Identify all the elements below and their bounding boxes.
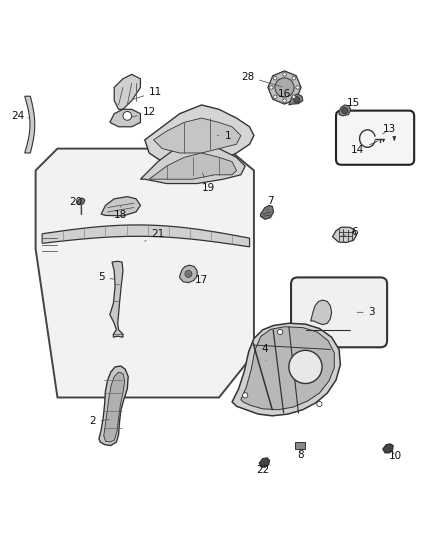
Text: 24: 24 [11,111,28,121]
Text: 8: 8 [297,450,304,460]
Circle shape [283,72,286,76]
Circle shape [278,329,283,335]
Text: 22: 22 [256,465,269,475]
Circle shape [292,76,296,80]
Text: 19: 19 [201,173,215,193]
Polygon shape [114,75,141,109]
Text: 11: 11 [132,87,162,100]
Text: 15: 15 [345,98,360,111]
Polygon shape [259,458,270,467]
Circle shape [292,95,296,99]
Text: 28: 28 [241,71,282,87]
Polygon shape [110,109,141,127]
Text: 4: 4 [261,344,268,360]
Polygon shape [104,372,125,442]
Polygon shape [383,444,393,453]
Text: 10: 10 [389,451,403,462]
Circle shape [185,270,192,277]
Polygon shape [241,327,334,410]
Polygon shape [42,225,250,247]
Circle shape [243,393,248,398]
FancyBboxPatch shape [291,277,387,348]
Circle shape [283,99,286,102]
Circle shape [293,96,300,103]
Text: 16: 16 [278,89,297,100]
Polygon shape [261,205,274,220]
Text: 17: 17 [188,274,208,285]
Text: 6: 6 [342,228,358,237]
Circle shape [273,76,277,80]
Text: 21: 21 [145,229,165,241]
Polygon shape [99,366,128,446]
Polygon shape [332,227,357,243]
Polygon shape [77,198,85,205]
FancyBboxPatch shape [336,111,414,165]
Text: 7: 7 [267,196,274,211]
Text: 20: 20 [69,197,82,207]
Polygon shape [101,197,141,216]
Text: 2: 2 [89,416,109,426]
Polygon shape [25,96,35,153]
Text: 5: 5 [98,272,115,282]
Text: 1: 1 [217,131,231,141]
Polygon shape [141,144,245,183]
Circle shape [289,350,322,384]
Polygon shape [289,94,303,105]
Polygon shape [153,118,241,153]
Polygon shape [145,105,254,166]
Circle shape [123,111,132,120]
Polygon shape [311,300,332,325]
Polygon shape [110,261,123,337]
Polygon shape [339,105,351,116]
Polygon shape [35,149,254,398]
Text: 14: 14 [351,141,378,155]
Circle shape [273,95,277,99]
Polygon shape [149,153,237,179]
Bar [295,442,305,449]
Text: 18: 18 [114,206,127,220]
Circle shape [296,86,299,89]
Circle shape [317,401,322,407]
Polygon shape [232,323,340,416]
Polygon shape [393,136,396,141]
Polygon shape [268,71,301,104]
Circle shape [342,108,348,114]
Circle shape [270,86,273,89]
Text: 13: 13 [383,124,396,134]
Text: 12: 12 [132,107,156,117]
Polygon shape [180,265,197,282]
Circle shape [275,78,294,97]
Text: 3: 3 [357,308,375,317]
